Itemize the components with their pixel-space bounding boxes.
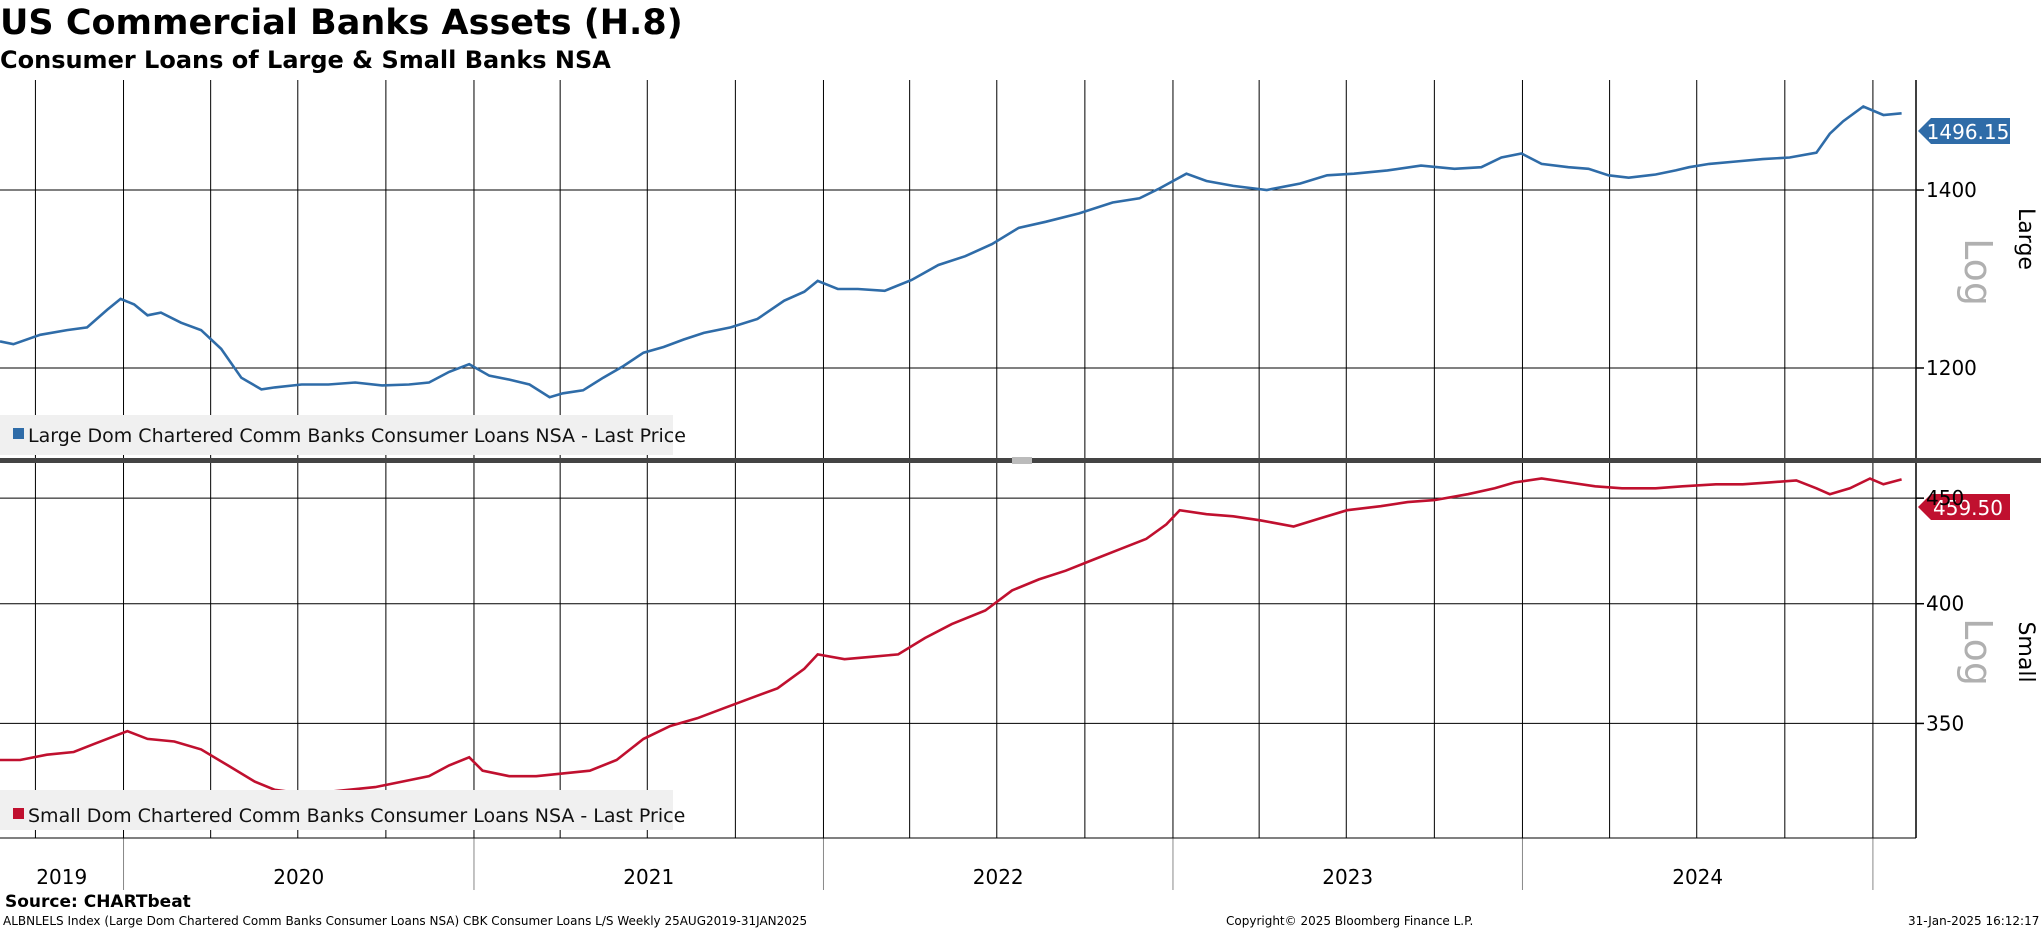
small-legend-box [0,790,673,830]
small-y-tick-label: 400 [1926,592,1964,616]
chart-subtitle: Consumer Loans of Large & Small Banks NS… [0,46,611,74]
small-last-value-badge: 459.50 [1918,494,2010,520]
chart-title: US Commercial Banks Assets (H.8) [0,3,683,43]
small-panel-label: Small [2013,621,2038,682]
small-legend-swatch [13,808,24,819]
timestamp: 31-Jan-2025 16:12:17 [1908,914,2040,928]
small-last-value-text: 459.50 [1933,496,2003,520]
small-series-line [0,477,1902,794]
x-year-label: 2022 [973,865,1024,889]
copyright-note: Copyright© 2025 Bloomberg Finance L.P. [1226,914,1474,928]
large-last-value-shape [1918,118,2010,144]
large-y-tick-label: 1400 [1926,178,1977,202]
large-panel: Large Dom Chartered Comm Banks Consumer … [0,105,2038,455]
large-y-tick-label: 1200 [1926,356,1977,380]
large-last-value-badge: 1496.15 [1918,118,2010,144]
large-log-label: Log [1956,238,2000,306]
small-legend-label: Small Dom Chartered Comm Banks Consumer … [28,805,685,827]
large-legend-label: Large Dom Chartered Comm Banks Consumer … [28,425,686,447]
x-year-label: 2020 [273,865,324,889]
x-axis-labels: 2019 2020 2021 2022 2023 2024 [36,865,1723,889]
x-year-label: 2024 [1672,865,1723,889]
large-series-line [0,105,1902,399]
small-y-tick-label: 450 [1926,486,1964,510]
y-tick-labels: 1200 1400 350 400 450 [1916,178,1977,735]
horizontal-gridlines [0,189,1916,724]
source-note: Source: CHARTbeat [5,892,191,912]
large-panel-label: Large [2013,208,2038,270]
small-last-value-shape [1918,494,2010,520]
small-log-label: Log [1956,618,2000,686]
large-legend-swatch [13,428,24,439]
vertical-gridlines [34,80,1874,890]
x-year-label: 2019 [36,865,87,889]
x-year-label: 2023 [1322,865,1373,889]
x-year-label: 2021 [623,865,674,889]
small-panel: Small Dom Chartered Comm Banks Consumer … [0,477,2038,830]
large-legend-box [0,415,673,455]
large-last-value-text: 1496.15 [1927,120,2010,144]
index-description: ALBNLELS Index (Large Dom Chartered Comm… [3,914,808,928]
panel-divider-handle[interactable] [1012,457,1032,464]
small-y-tick-label: 350 [1926,711,1964,735]
